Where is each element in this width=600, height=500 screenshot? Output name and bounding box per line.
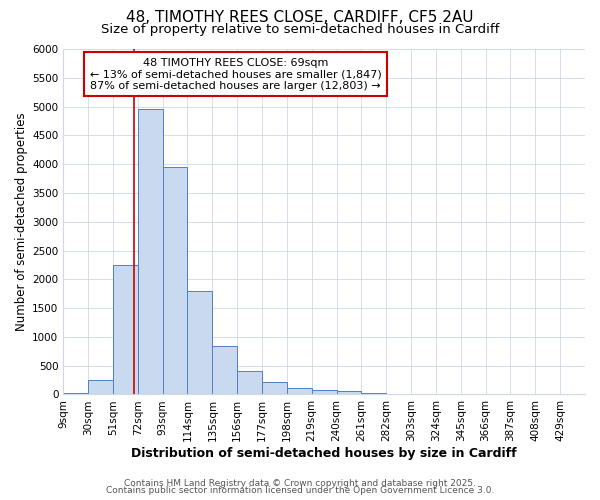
Bar [262,382,287,394]
Bar [337,391,361,394]
Bar [113,265,138,394]
Bar [312,390,337,394]
Text: Contains public sector information licensed under the Open Government Licence 3.: Contains public sector information licen… [106,486,494,495]
Bar [212,346,237,395]
Bar [63,392,88,394]
Text: Size of property relative to semi-detached houses in Cardiff: Size of property relative to semi-detach… [101,22,499,36]
Y-axis label: Number of semi-detached properties: Number of semi-detached properties [15,112,28,331]
Bar [138,110,163,395]
Bar [361,392,386,394]
X-axis label: Distribution of semi-detached houses by size in Cardiff: Distribution of semi-detached houses by … [131,447,517,460]
Bar [163,167,187,394]
Text: Contains HM Land Registry data © Crown copyright and database right 2025.: Contains HM Land Registry data © Crown c… [124,478,476,488]
Bar [237,372,262,394]
Text: 48 TIMOTHY REES CLOSE: 69sqm
← 13% of semi-detached houses are smaller (1,847)
8: 48 TIMOTHY REES CLOSE: 69sqm ← 13% of se… [89,58,382,91]
Bar [287,388,312,394]
Bar [187,291,212,395]
Bar [88,380,113,394]
Text: 48, TIMOTHY REES CLOSE, CARDIFF, CF5 2AU: 48, TIMOTHY REES CLOSE, CARDIFF, CF5 2AU [126,10,474,25]
